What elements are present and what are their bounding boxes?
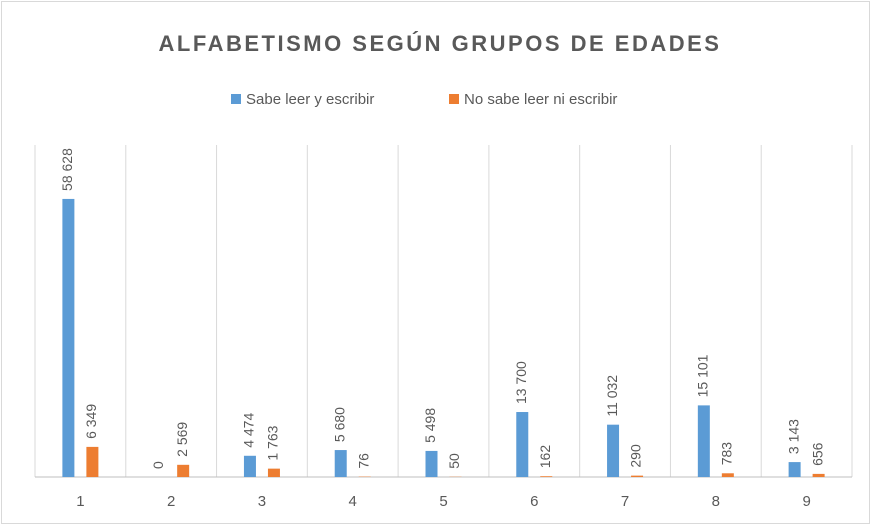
bar [631,475,644,477]
x-tick-label: 8 [712,493,720,510]
x-tick-label: 9 [802,493,810,510]
bar [243,455,256,477]
value-label: 5 498 [422,408,438,443]
bar [540,476,553,477]
legend-swatch [231,94,241,104]
bar [607,424,620,477]
legend-swatch [449,94,459,104]
value-label: 656 [809,442,825,466]
bar [812,473,825,477]
value-label: 58 628 [59,148,75,191]
bar [516,412,529,477]
value-label: 4 474 [241,413,257,448]
x-tick-label: 4 [349,493,357,510]
bar [267,468,280,477]
value-label: 783 [719,442,735,466]
bar [86,446,99,477]
value-label: 11 032 [604,375,620,417]
bar [697,405,710,477]
value-label: 0 [150,461,166,469]
value-label: 13 700 [513,361,529,404]
value-label: 162 [537,445,553,469]
value-label: 2 569 [174,422,190,457]
value-label: 5 680 [331,407,347,442]
value-label: 15 101 [695,354,711,397]
chart-title: ALFABETISMO SEGÚN GRUPOS DE EDADES [159,31,722,56]
x-tick-label: 1 [76,493,84,510]
bar [177,464,190,477]
value-label: 1 763 [265,425,281,460]
bar [334,450,347,477]
bar [721,473,734,477]
bar [62,198,75,477]
x-tick-label: 6 [530,493,538,510]
value-label: 76 [355,453,371,469]
bar [788,462,801,477]
value-label: 3 143 [785,419,801,454]
value-label: 50 [446,453,462,469]
legend-label: No sabe leer ni escribir [464,91,617,108]
x-tick-label: 2 [167,493,175,510]
x-tick-label: 7 [621,493,629,510]
bar [425,450,438,477]
value-label: 6 349 [83,404,99,439]
value-label: 290 [628,444,644,468]
x-tick-label: 3 [258,493,266,510]
x-tick-label: 5 [439,493,447,510]
legend-label: Sabe leer y escribir [246,91,374,108]
